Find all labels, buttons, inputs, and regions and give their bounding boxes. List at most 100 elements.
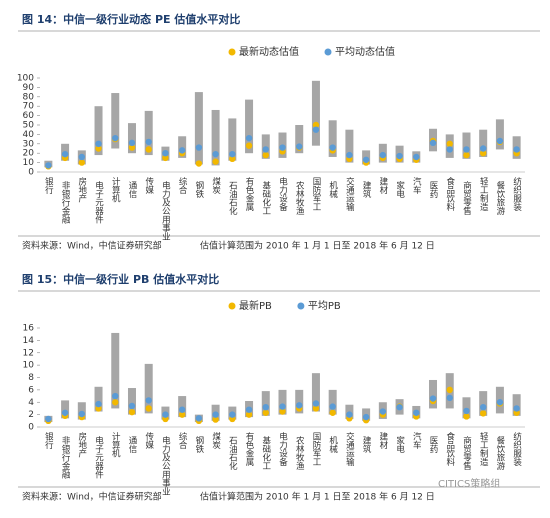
y-tick-label: 50 [23,121,35,131]
point [329,144,336,151]
point [312,405,320,412]
x-tick-label: 家电 [395,435,405,453]
y-tick-label: 16 [23,324,35,334]
x-tick-label: 建材 [378,176,388,194]
point [128,408,136,416]
range-bar [144,110,153,156]
y-tick-label: 100 [17,74,34,84]
point [463,151,470,159]
x-tick-label: 银行 [43,176,53,195]
y-tick-label: 40 [23,130,35,140]
point [296,143,303,150]
x-tick-label: 有色金属 [244,431,254,467]
legend-label: 最新PB [239,299,272,312]
range-bar [111,332,120,409]
y-tick-label: 10 [23,361,35,371]
point [78,410,86,418]
point [279,403,286,410]
x-tick-label: 商贸零售 [461,435,471,471]
point [429,139,437,147]
point [178,411,186,418]
x-tick-label: 通信 [127,435,137,454]
point [396,152,403,160]
point [346,411,353,418]
x-tick-label: 电力设备 [278,176,288,212]
x-tick-label: 餐饮旅游 [495,181,505,216]
point [446,386,453,394]
x-tick-label: 交通运输 [344,431,354,467]
x-tick-label: 房地产 [77,431,87,458]
x-tick-label: 食品饮料 [445,431,455,467]
point [379,408,387,415]
range-bar [278,389,287,415]
point [195,160,203,167]
point [362,413,370,421]
point [128,402,136,410]
point [162,411,169,418]
point [479,145,487,152]
legend-marker [324,48,332,56]
y-tick-label: 12 [23,348,34,358]
point [496,137,504,145]
point [479,404,487,411]
legend-marker [228,48,236,56]
x-tick-label: 传媒 [144,176,154,195]
range-bar [328,120,337,157]
x-tick-label: 银行 [43,431,53,450]
x-tick-label: 食品饮料 [445,176,455,212]
x-tick-label: 房地产 [77,176,87,203]
point [262,146,269,153]
range-bar [61,400,70,419]
point [479,410,487,417]
point [446,146,453,153]
y-tick-label: 4 [28,398,34,408]
range-bar [495,119,504,150]
legend-label: 平均PB [308,300,341,312]
point [463,407,470,415]
x-tick-label: 电力设备 [278,431,288,467]
x-tick-label: 国防军工 [311,177,321,211]
point [279,408,286,415]
range-bar [429,379,438,409]
point [513,146,520,153]
point [413,409,420,416]
range-bar [228,118,237,161]
point [245,142,253,149]
point [362,156,370,163]
y-tick-label: 90 [23,83,35,93]
x-tick-label: 商贸零售 [461,180,471,216]
x-tick-label: 煤炭 [211,431,221,450]
x-tick-label: 煤炭 [211,176,221,195]
x-tick-label: 钢铁 [194,435,204,454]
x-tick-label: 非银行金融 [60,180,70,224]
point [128,144,136,151]
x-tick-label: 机械 [328,435,338,454]
point [112,134,119,142]
note: 估值计算范围为 2010 年 1 月 1 日至 2018 年 6 月 12 日 [200,240,435,252]
point [178,406,186,413]
x-tick-label: 交通运输 [344,176,354,212]
source: 资料来源：Wind，中信证券研究部 [22,240,162,252]
point [195,144,203,151]
y-tick-label: 30 [23,139,35,149]
legend-label: 平均动态估值 [335,45,395,58]
point [296,402,303,409]
point [245,134,253,142]
point [463,146,470,153]
point [229,155,236,163]
range-bar [311,373,320,412]
point [413,153,420,161]
x-tick-label: 医药 [428,436,438,454]
range-bar [127,388,136,415]
x-tick-label: 石油石化 [227,181,237,216]
point [212,416,219,423]
x-tick-label: 纺织服装 [512,176,522,212]
x-tick-label: 建筑 [361,435,371,454]
range-bar [295,389,304,414]
range-bar [328,389,337,415]
point [229,411,236,418]
point [162,150,169,157]
point [312,121,320,129]
point [112,392,119,400]
point [346,151,353,159]
